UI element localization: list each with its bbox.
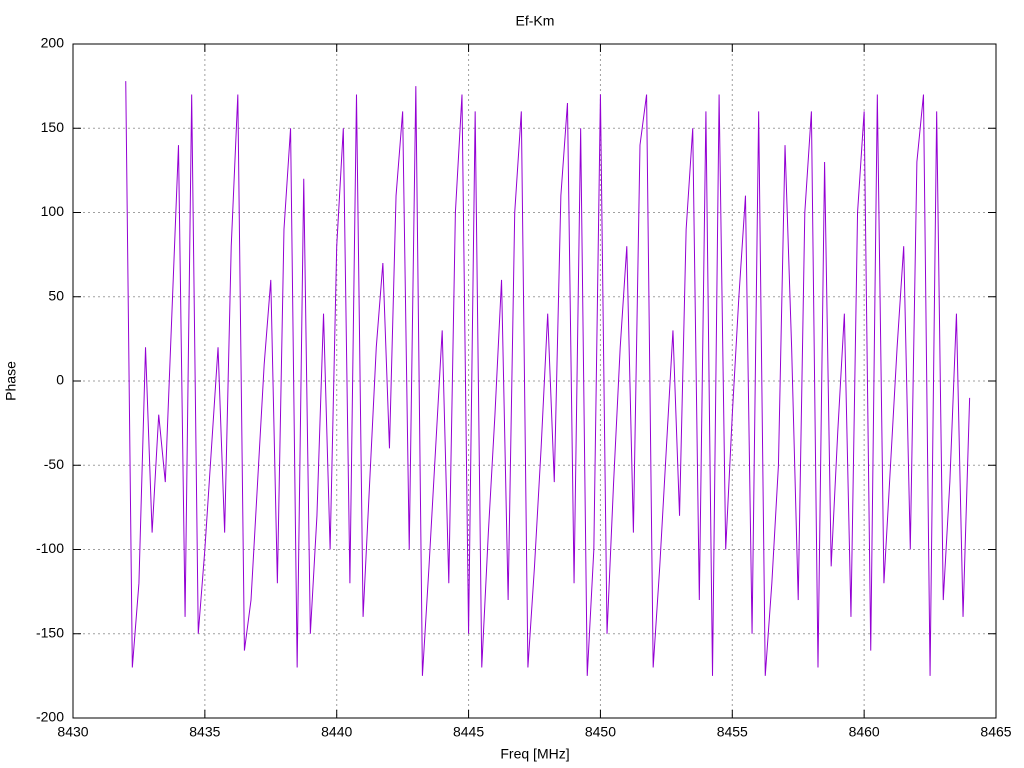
y-tick-label: 200 <box>41 35 65 51</box>
x-tick-label: 8445 <box>453 724 484 740</box>
x-tick-label: 8455 <box>717 724 748 740</box>
y-tick-label: 150 <box>41 119 65 135</box>
x-tick-label: 8460 <box>849 724 880 740</box>
chart-title: Ef-Km <box>516 13 555 29</box>
x-tick-label: 8450 <box>585 724 616 740</box>
y-axis-label: Phase <box>3 361 19 401</box>
y-tick-label: -200 <box>36 709 64 725</box>
data-line <box>125 81 971 676</box>
y-tick-label: 50 <box>48 287 64 303</box>
x-tick-label: 8440 <box>321 724 352 740</box>
plot-border <box>72 43 997 719</box>
y-tick-label: -50 <box>44 456 64 472</box>
y-tick-label: 100 <box>41 203 65 219</box>
y-tick-label: -100 <box>36 540 64 556</box>
x-tick-label: 8435 <box>189 724 220 740</box>
x-axis-label: Freq [MHz] <box>500 746 569 762</box>
x-tick-label: 8430 <box>57 724 88 740</box>
y-tick-label: 0 <box>56 372 64 388</box>
x-tick-label: 8465 <box>980 724 1011 740</box>
y-tick-label: -150 <box>36 624 64 640</box>
